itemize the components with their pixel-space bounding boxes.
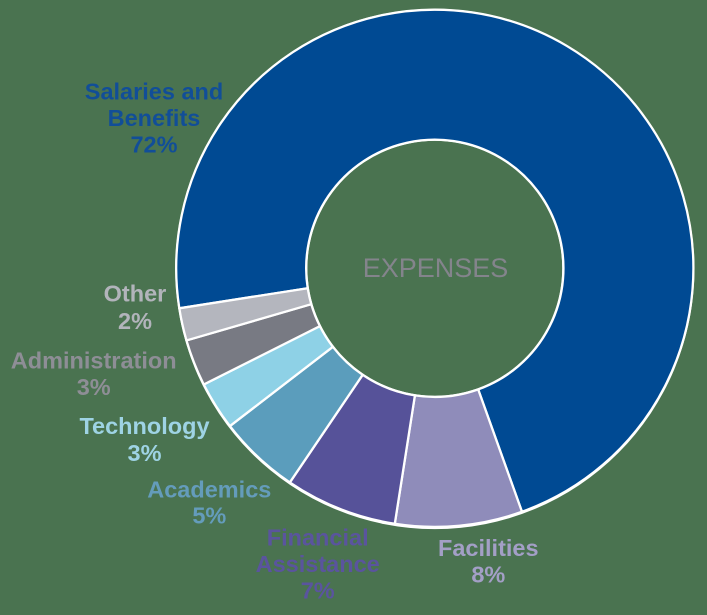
svg-text:8%: 8%: [471, 561, 505, 587]
svg-text:3%: 3%: [77, 374, 111, 400]
svg-text:Financial: Financial: [267, 525, 369, 551]
svg-text:EXPENSES: EXPENSES: [363, 253, 509, 283]
svg-text:Assistance: Assistance: [256, 551, 380, 577]
svg-text:72%: 72%: [130, 132, 177, 158]
svg-text:2%: 2%: [118, 308, 152, 334]
svg-text:Facilities: Facilities: [438, 535, 539, 561]
svg-text:Academics: Academics: [147, 477, 271, 503]
svg-text:Other: Other: [104, 280, 167, 306]
svg-text:7%: 7%: [301, 578, 335, 604]
svg-text:Salaries and: Salaries and: [85, 79, 223, 105]
svg-text:3%: 3%: [128, 440, 162, 466]
svg-text:Benefits: Benefits: [108, 105, 201, 131]
svg-text:5%: 5%: [192, 503, 226, 529]
svg-text:Technology: Technology: [79, 413, 209, 439]
svg-text:Administration: Administration: [11, 348, 177, 374]
